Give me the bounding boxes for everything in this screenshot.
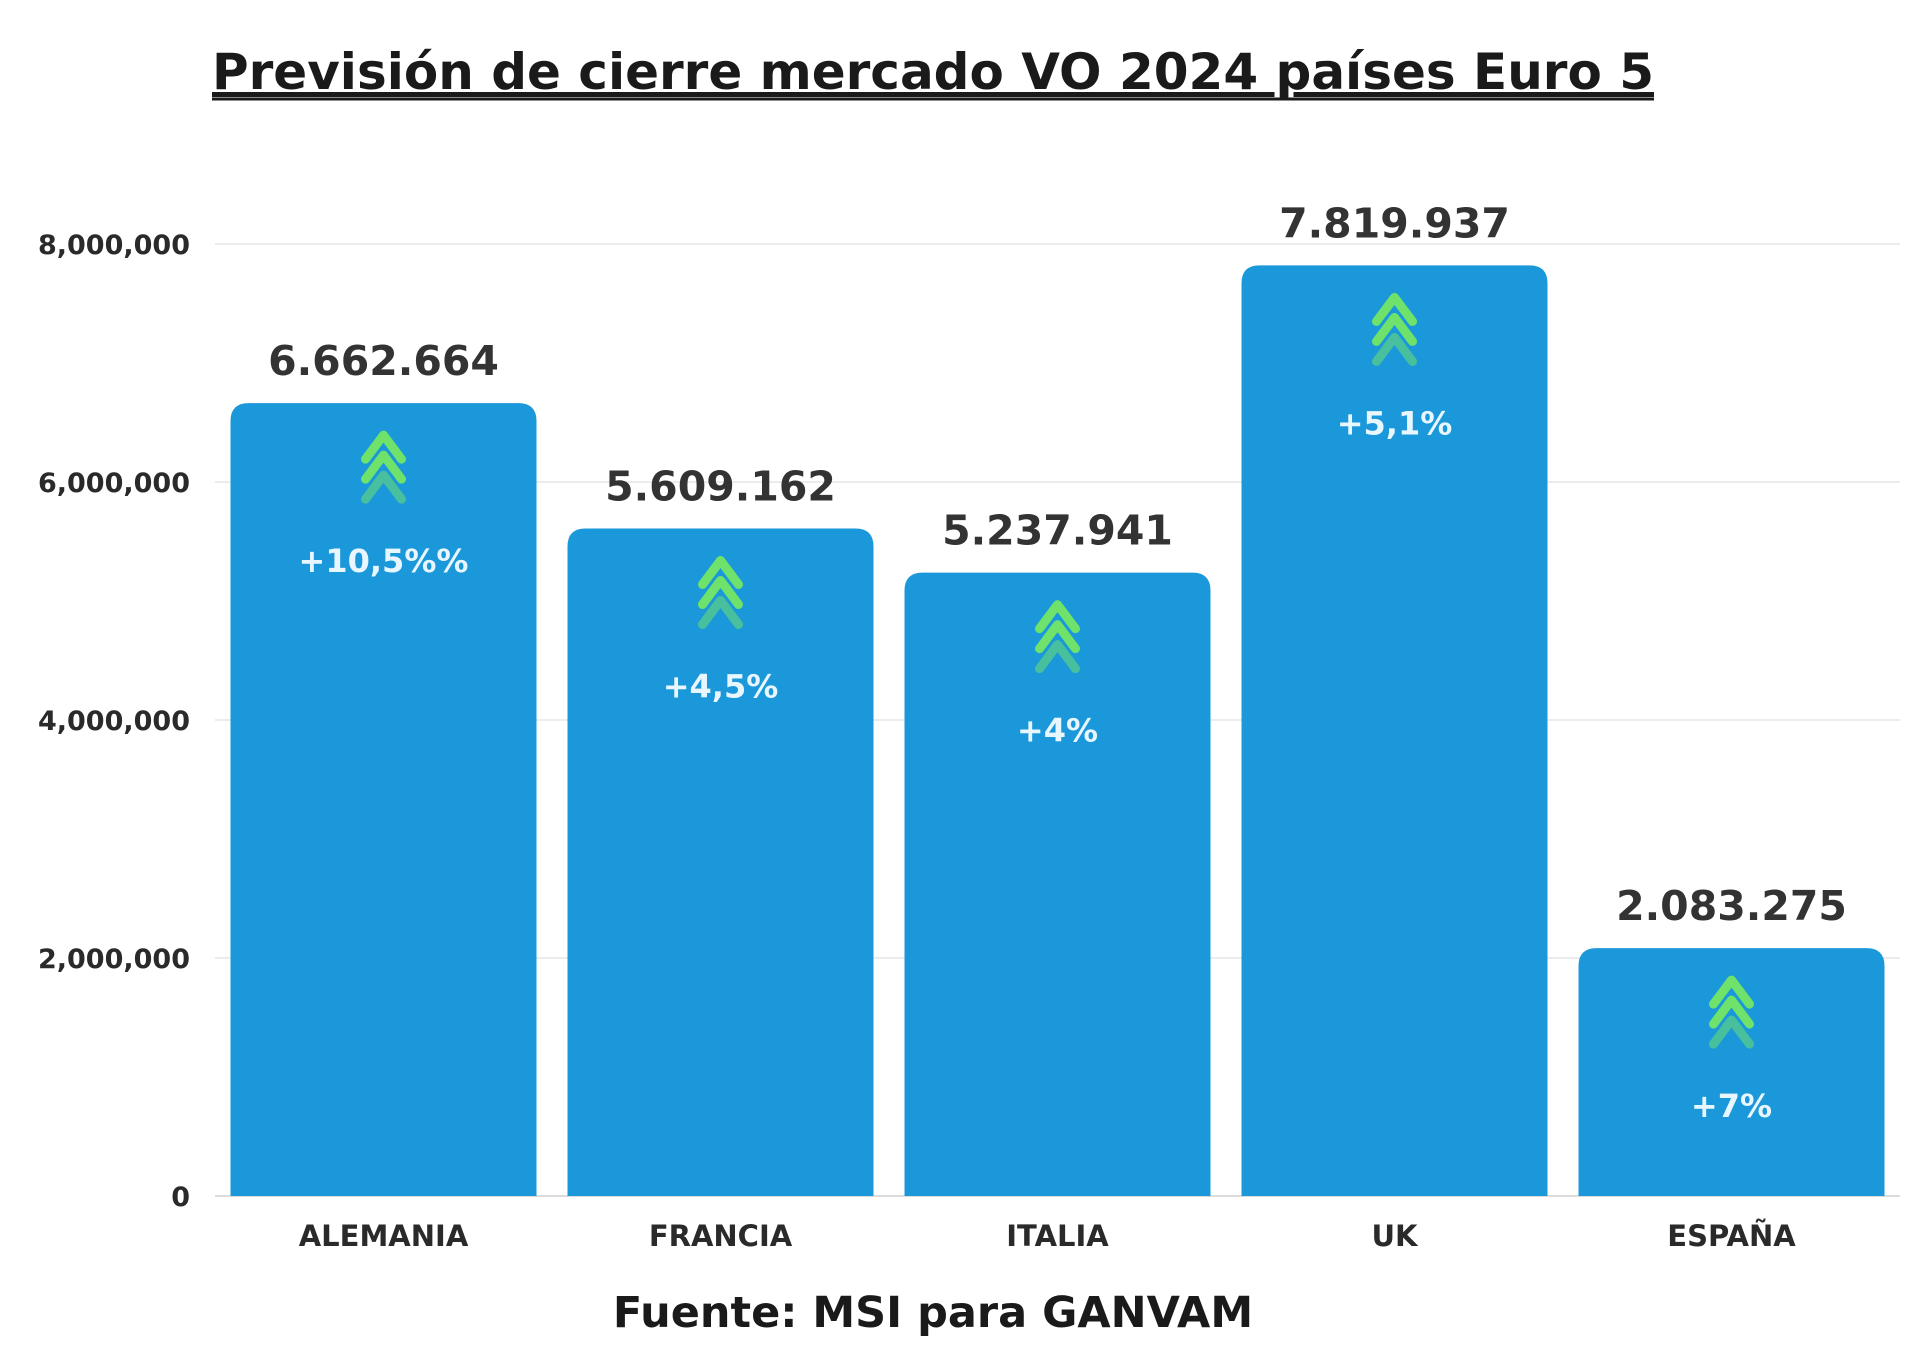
- source-label: Fuente: MSI para GANVAM: [613, 1288, 1253, 1338]
- double-chevron-up-icon: [1372, 292, 1417, 366]
- double-chevron-up-icon: [1035, 600, 1080, 674]
- x-tick-label: ITALIA: [1006, 1219, 1109, 1253]
- change-label: +4%: [1017, 712, 1098, 750]
- change-label: +4,5%: [663, 668, 779, 706]
- double-chevron-up-icon: [1709, 975, 1754, 1049]
- x-tick-label: UK: [1371, 1219, 1419, 1253]
- value-label: 7.819.937: [1279, 199, 1510, 247]
- bar-uk: [1241, 265, 1548, 1196]
- bar-italia: [904, 572, 1211, 1196]
- value-label: 5.609.162: [605, 463, 836, 511]
- bars: [230, 265, 1885, 1197]
- bar-españa: [1578, 948, 1885, 1196]
- change-label: +10,5%%: [299, 542, 469, 580]
- x-tick-label: FRANCIA: [649, 1219, 793, 1253]
- bar-alemania: [230, 403, 537, 1197]
- value-label: 6.662.664: [268, 337, 499, 385]
- bar-francia: [567, 528, 874, 1196]
- y-tick-label: 2,000,000: [38, 944, 190, 975]
- value-label: 2.083.275: [1616, 882, 1847, 930]
- labels: 0 2,000,000 4,000,000 6,000,000 8,000,000 6.6…: [38, 199, 1847, 1253]
- chart-title: Previsión de cierre mercado VO 2024 país…: [212, 43, 1654, 101]
- x-tick-label: ALEMANIA: [299, 1219, 469, 1253]
- double-chevron-up-icon: [698, 556, 743, 630]
- change-label: +5,1%: [1337, 404, 1453, 442]
- y-tick-label: 0: [171, 1182, 190, 1213]
- y-tick-label: 8,000,000: [38, 230, 190, 261]
- x-tick-label: ESPAÑA: [1667, 1219, 1796, 1253]
- double-chevron-up-icon: [361, 430, 406, 504]
- change-label: +7%: [1691, 1087, 1772, 1125]
- value-label: 5.237.941: [942, 507, 1173, 555]
- y-tick-label: 4,000,000: [38, 706, 190, 737]
- y-tick-label: 6,000,000: [38, 468, 190, 499]
